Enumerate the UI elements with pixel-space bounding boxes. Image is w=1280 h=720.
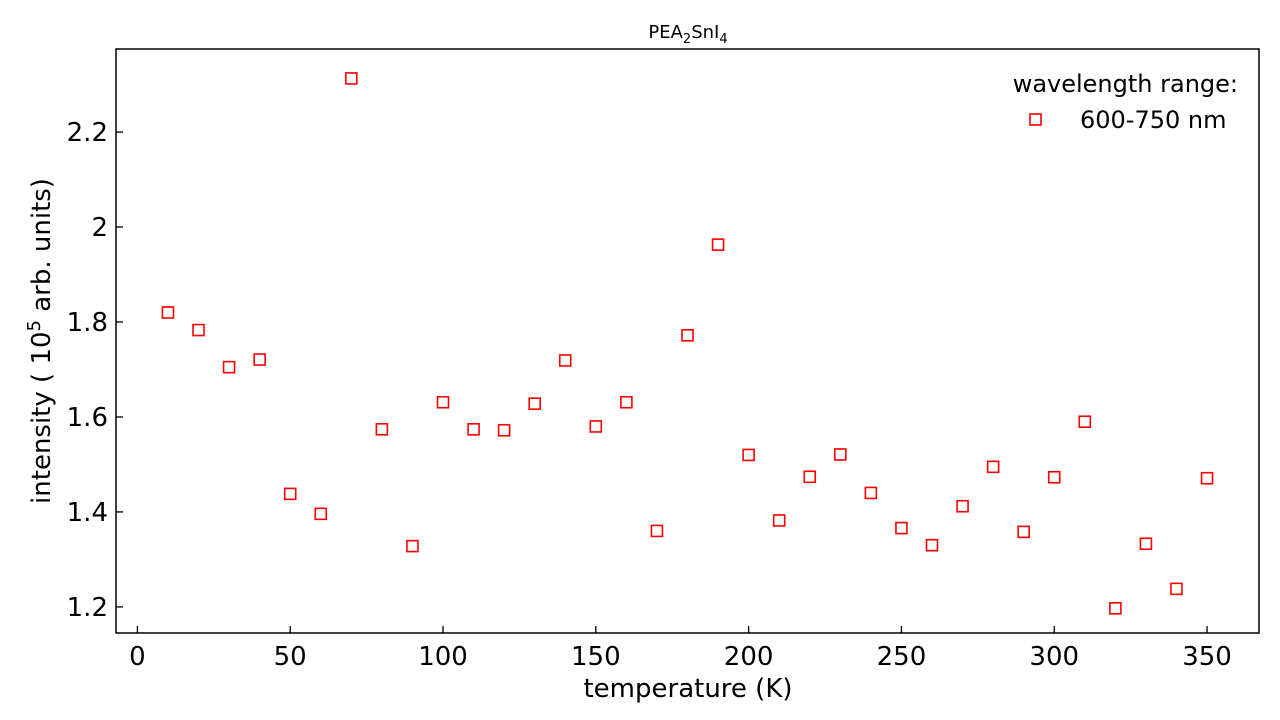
data-point bbox=[957, 501, 968, 512]
y-tick-label: 1.6 bbox=[67, 403, 108, 433]
data-point bbox=[835, 449, 846, 460]
x-tick-label: 50 bbox=[274, 642, 307, 672]
x-tick-label: 300 bbox=[1029, 642, 1079, 672]
data-point bbox=[988, 461, 999, 472]
data-point bbox=[743, 449, 754, 460]
data-point bbox=[560, 355, 571, 366]
data-point bbox=[1110, 603, 1121, 614]
data-point bbox=[162, 307, 173, 318]
legend-marker bbox=[1030, 114, 1041, 125]
data-point bbox=[651, 525, 662, 536]
data-point bbox=[896, 523, 907, 534]
x-tick-label: 250 bbox=[877, 642, 927, 672]
data-point bbox=[529, 398, 540, 409]
data-point bbox=[682, 330, 693, 341]
data-points bbox=[162, 73, 1212, 614]
data-point bbox=[1171, 583, 1182, 594]
data-point bbox=[1018, 526, 1029, 537]
x-tick-label: 100 bbox=[418, 642, 468, 672]
data-point bbox=[438, 397, 449, 408]
data-point bbox=[499, 425, 510, 436]
y-tick-label: 1.8 bbox=[67, 308, 108, 338]
data-point bbox=[346, 73, 357, 84]
data-point bbox=[621, 397, 632, 408]
data-point bbox=[590, 421, 601, 432]
x-tick-label: 350 bbox=[1182, 642, 1232, 672]
x-tick-label: 150 bbox=[571, 642, 621, 672]
data-point bbox=[193, 325, 204, 336]
data-point bbox=[774, 515, 785, 526]
y-axis-title: intensity ( 105 arb. units) bbox=[24, 178, 57, 504]
y-axis-ticks: 1.2 1.4 1.6 1.8 2 2.2 bbox=[67, 118, 123, 623]
y-tick-label: 1.2 bbox=[67, 593, 108, 623]
data-point bbox=[254, 354, 265, 365]
data-point bbox=[1140, 538, 1151, 549]
data-point bbox=[315, 508, 326, 519]
data-point bbox=[1049, 472, 1060, 483]
data-point bbox=[376, 424, 387, 435]
chart-title: PEA2SnI4 bbox=[648, 22, 727, 47]
data-point bbox=[285, 488, 296, 499]
y-tick-label: 1.4 bbox=[67, 498, 108, 528]
legend-label: 600-750 nm bbox=[1080, 106, 1227, 134]
data-point bbox=[1079, 416, 1090, 427]
x-tick-label: 200 bbox=[724, 642, 774, 672]
y-tick-label: 2.2 bbox=[67, 118, 108, 148]
legend-title: wavelength range: bbox=[1013, 70, 1238, 98]
data-point bbox=[1202, 473, 1213, 484]
data-point bbox=[224, 362, 235, 373]
x-tick-label: 0 bbox=[129, 642, 146, 672]
data-point bbox=[713, 239, 724, 250]
y-tick-label: 2 bbox=[91, 213, 108, 243]
data-point bbox=[804, 471, 815, 482]
x-axis-title: temperature (K) bbox=[583, 674, 792, 704]
data-point bbox=[468, 424, 479, 435]
data-point bbox=[926, 540, 937, 551]
data-point bbox=[407, 541, 418, 552]
data-point bbox=[865, 487, 876, 498]
legend: wavelength range: 600-750 nm bbox=[1013, 70, 1238, 134]
